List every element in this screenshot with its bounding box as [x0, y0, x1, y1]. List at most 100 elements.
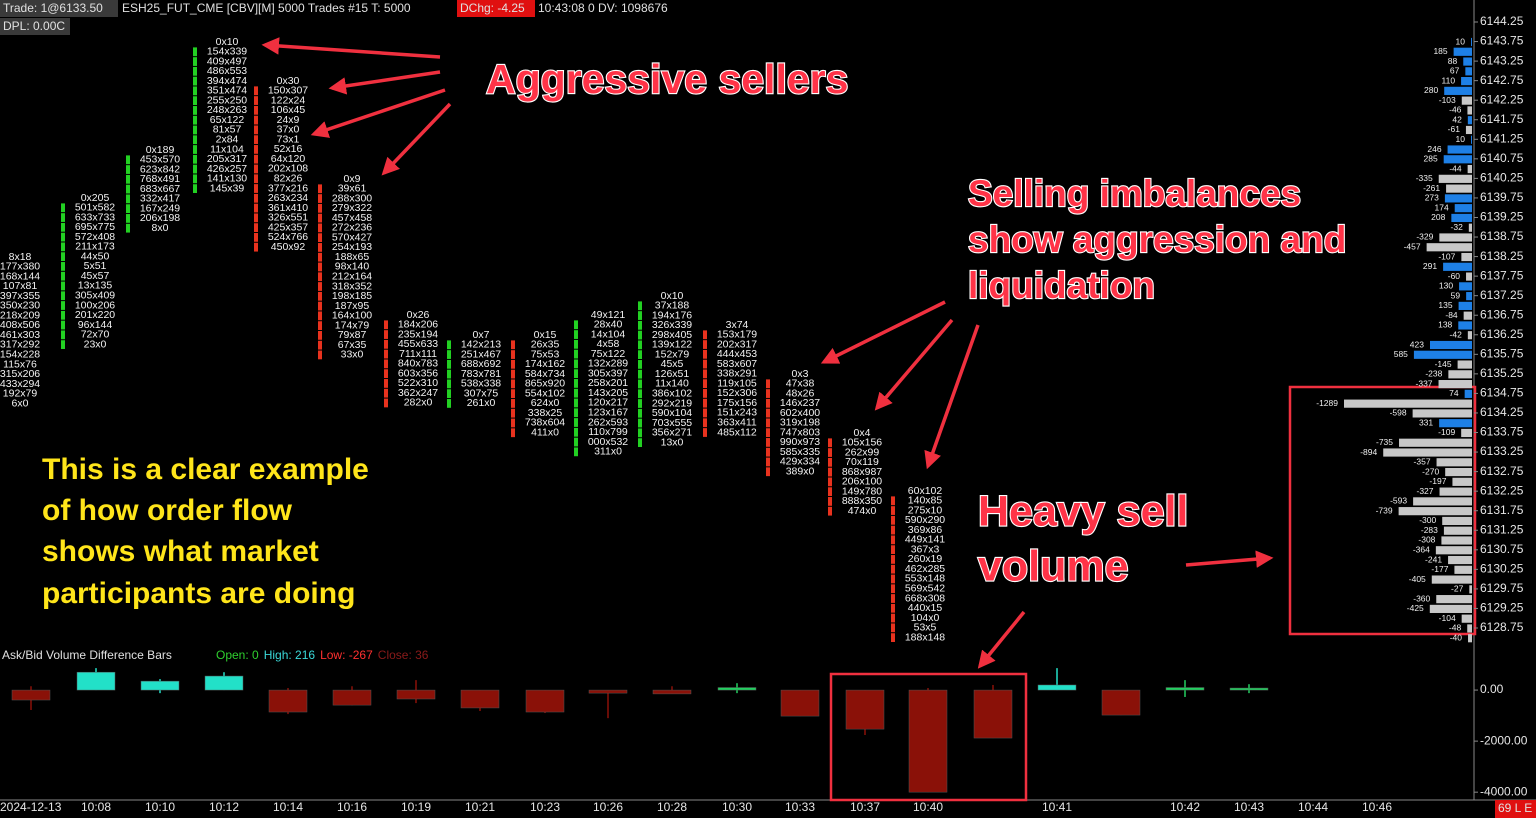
- profile-label: -329: [1416, 232, 1433, 242]
- candle-body: [204, 675, 244, 691]
- price-tick-label: 6144.25: [1480, 14, 1524, 28]
- time-label: 10:28: [657, 800, 687, 814]
- time-label: 10:46: [1362, 800, 1392, 814]
- footprint-cell: 307x75: [464, 387, 499, 399]
- footprint-cell: 105x156: [842, 437, 882, 449]
- profile-bar: [1436, 458, 1472, 467]
- profile-bar: [1438, 174, 1472, 183]
- footprint-cell: 184x206: [398, 319, 438, 331]
- footprint-bar: [828, 438, 832, 448]
- price-tick-label: 6129.25: [1480, 601, 1524, 615]
- profile-label: 174: [1435, 202, 1449, 212]
- footprint-bar: [766, 438, 770, 447]
- price-tick-label: 6129.75: [1480, 581, 1524, 595]
- footprint-bar: [318, 331, 322, 340]
- footprint-bar: [318, 203, 322, 213]
- footprint-cell: 462x285: [905, 563, 945, 575]
- footprint-cell: 486x553: [207, 65, 247, 77]
- price-tick-label: 6137.75: [1480, 268, 1524, 282]
- footprint-cell: 0x7: [473, 329, 490, 341]
- profile-bar: [1466, 272, 1472, 281]
- profile-label: 110: [1442, 75, 1456, 85]
- profile-bar: [1453, 47, 1472, 56]
- footprint-cell: 154x339: [207, 46, 247, 58]
- footprint-cell: 369x86: [908, 524, 943, 536]
- profile-bar: [1431, 575, 1472, 584]
- footprint-cell: 282x0: [404, 397, 433, 409]
- footprint-bar: [511, 369, 515, 379]
- footprint-cell: 695x775: [75, 221, 115, 233]
- footprint-bar: [638, 418, 642, 428]
- footprint-bar: [318, 321, 322, 330]
- footprint-bar: [61, 330, 65, 340]
- footprint-cell: 783x781: [461, 368, 501, 380]
- candle-body: [717, 687, 757, 691]
- footprint-bar: [891, 633, 895, 642]
- candle-body: [1037, 684, 1077, 691]
- lower-tick-label: -4000.00: [1480, 784, 1528, 798]
- profile-label: -27: [1451, 584, 1464, 594]
- footprint-cell: 363x411: [717, 417, 757, 429]
- annotation: volume: [978, 542, 1129, 590]
- footprint-cell: 67x35: [338, 339, 367, 351]
- footprint-bar: [828, 467, 832, 477]
- footprint-bar: [511, 418, 515, 428]
- footprint-cell: 75x122: [591, 348, 626, 360]
- footprint-cell: 23x0: [84, 338, 107, 350]
- footprint-cell: 174x162: [525, 358, 565, 370]
- price-tick-label: 6138.25: [1480, 249, 1524, 263]
- profile-bar: [1429, 340, 1472, 350]
- footprint-cell: 0x205: [81, 192, 110, 204]
- profile-bar: [1461, 77, 1472, 86]
- footprint-bar: [766, 398, 770, 408]
- footprint-cell: 24x9: [277, 114, 300, 126]
- footprint-cell: 474x0: [848, 505, 877, 517]
- footprint-bar: [574, 427, 578, 437]
- price-tick-label: 6142.25: [1480, 92, 1524, 106]
- footprint-cell: 738x604: [525, 417, 565, 429]
- candle-body: [973, 689, 1013, 739]
- footprint-bar: [574, 398, 578, 408]
- footprint-bar: [254, 174, 258, 184]
- footprint-cell: 211x173: [75, 241, 115, 253]
- time-label: 10:30: [722, 800, 752, 814]
- footprint-bar: [574, 320, 578, 330]
- footprint-bar: [126, 165, 130, 174]
- footprint-bar: [766, 408, 770, 418]
- footprint-cell: 175x156: [717, 397, 757, 409]
- status: 69 L E: [1498, 801, 1532, 815]
- footprint-bar: [254, 115, 258, 125]
- footprint-bar: [126, 214, 130, 223]
- footprint-bar: [638, 330, 642, 340]
- profile-bar: [1439, 233, 1472, 242]
- footprint-cell: 39x61: [338, 183, 367, 195]
- footprint-bar: [254, 233, 258, 242]
- price-tick-label: 6134.25: [1480, 405, 1524, 419]
- footprint-bar: [384, 369, 388, 379]
- footprint-bar: [193, 145, 197, 154]
- price-tick-label: 6135.25: [1480, 366, 1524, 380]
- footprint-cell: 429x334: [780, 456, 820, 468]
- profile-bar: [1448, 370, 1472, 379]
- footprint-bar: [638, 301, 642, 311]
- footprint-cell: 0x10: [216, 36, 239, 48]
- footprint-cell: 688x692: [461, 358, 501, 370]
- footprint-cell: 298x405: [652, 329, 692, 341]
- time-label: 2024-12-13: [0, 800, 62, 814]
- profile-bar: [1399, 438, 1472, 447]
- profile-bar: [1443, 155, 1472, 164]
- profile-bar: [1398, 507, 1472, 516]
- footprint-cell: 168x144: [0, 270, 40, 282]
- profile-label: -739: [1376, 505, 1393, 515]
- footprint-bar: [254, 105, 258, 115]
- price-tick-label: 6131.75: [1480, 503, 1524, 517]
- time-label: 10:44: [1298, 800, 1328, 814]
- footprint-bar: [891, 555, 895, 564]
- profile-bar: [1444, 194, 1472, 203]
- footprint-bar: [318, 340, 322, 350]
- footprint-bar: [384, 388, 388, 398]
- footprint-cell: 553x148: [905, 573, 945, 585]
- footprint-cell: 107x81: [3, 280, 38, 292]
- footprint-bar: [828, 457, 832, 467]
